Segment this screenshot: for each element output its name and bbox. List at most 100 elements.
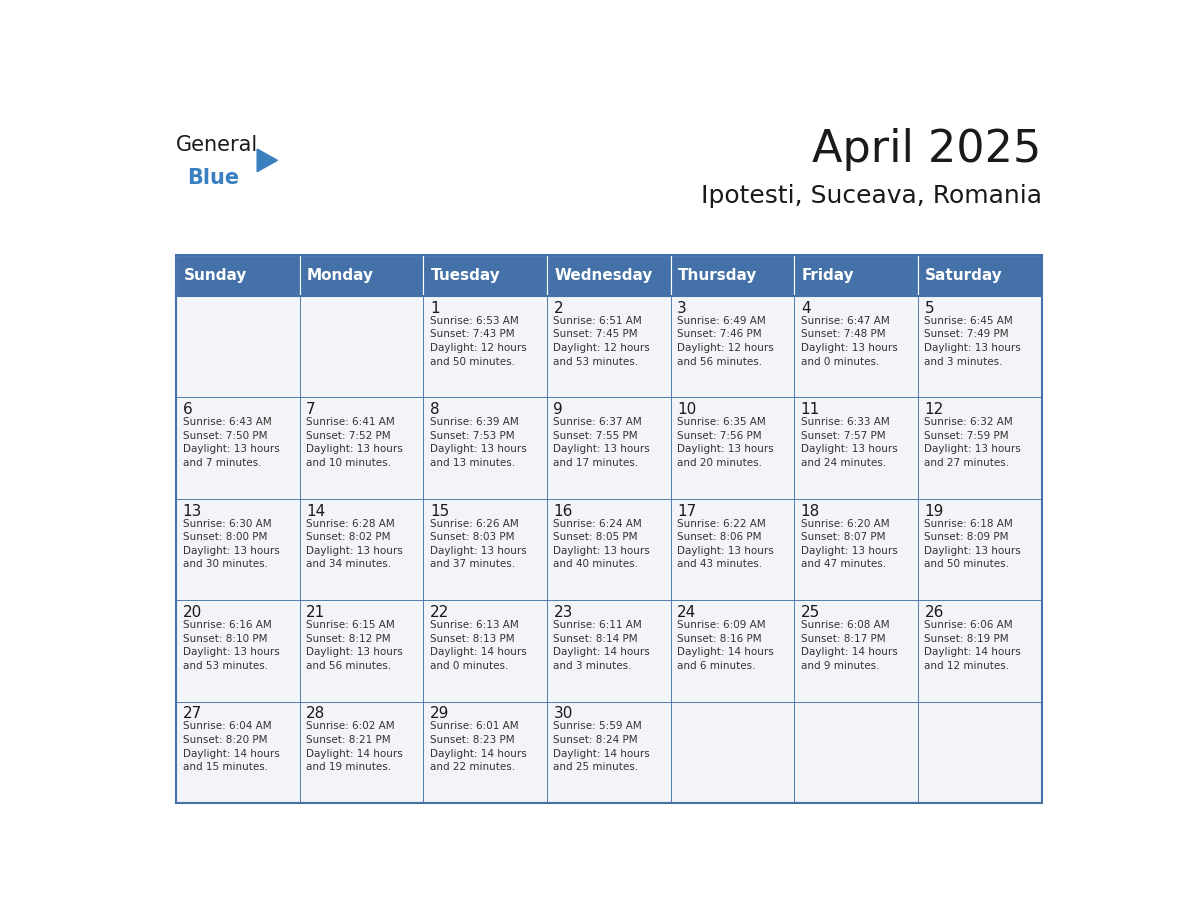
Text: Sunrise: 6:47 AM
Sunset: 7:48 PM
Daylight: 13 hours
and 0 minutes.: Sunrise: 6:47 AM Sunset: 7:48 PM Dayligh… <box>801 316 897 366</box>
Bar <box>176 255 299 297</box>
Text: 12: 12 <box>924 402 943 418</box>
Bar <box>795 397 918 498</box>
Text: 27: 27 <box>183 707 202 722</box>
Text: 26: 26 <box>924 605 943 620</box>
Text: 16: 16 <box>554 504 573 519</box>
Text: 24: 24 <box>677 605 696 620</box>
Text: Sunrise: 6:28 AM
Sunset: 8:02 PM
Daylight: 13 hours
and 34 minutes.: Sunrise: 6:28 AM Sunset: 8:02 PM Dayligh… <box>307 519 403 569</box>
Bar <box>671 701 795 803</box>
Text: Tuesday: Tuesday <box>431 268 500 283</box>
Polygon shape <box>257 149 278 172</box>
Text: 11: 11 <box>801 402 820 418</box>
Text: Sunrise: 6:51 AM
Sunset: 7:45 PM
Daylight: 12 hours
and 53 minutes.: Sunrise: 6:51 AM Sunset: 7:45 PM Dayligh… <box>554 316 650 366</box>
Text: 25: 25 <box>801 605 820 620</box>
Text: 18: 18 <box>801 504 820 519</box>
Bar <box>546 255 671 297</box>
Text: 10: 10 <box>677 402 696 418</box>
Bar <box>671 297 795 397</box>
Text: 21: 21 <box>307 605 326 620</box>
Text: Sunrise: 6:26 AM
Sunset: 8:03 PM
Daylight: 13 hours
and 37 minutes.: Sunrise: 6:26 AM Sunset: 8:03 PM Dayligh… <box>430 519 526 569</box>
Text: 17: 17 <box>677 504 696 519</box>
Text: Saturday: Saturday <box>925 268 1003 283</box>
Text: Sunrise: 6:15 AM
Sunset: 8:12 PM
Daylight: 13 hours
and 56 minutes.: Sunrise: 6:15 AM Sunset: 8:12 PM Dayligh… <box>307 620 403 671</box>
Text: Sunrise: 6:41 AM
Sunset: 7:52 PM
Daylight: 13 hours
and 10 minutes.: Sunrise: 6:41 AM Sunset: 7:52 PM Dayligh… <box>307 417 403 468</box>
Text: Sunrise: 5:59 AM
Sunset: 8:24 PM
Daylight: 14 hours
and 25 minutes.: Sunrise: 5:59 AM Sunset: 8:24 PM Dayligh… <box>554 722 650 772</box>
Text: Sunrise: 6:18 AM
Sunset: 8:09 PM
Daylight: 13 hours
and 50 minutes.: Sunrise: 6:18 AM Sunset: 8:09 PM Dayligh… <box>924 519 1022 569</box>
Text: Sunrise: 6:09 AM
Sunset: 8:16 PM
Daylight: 14 hours
and 6 minutes.: Sunrise: 6:09 AM Sunset: 8:16 PM Dayligh… <box>677 620 773 671</box>
Text: 6: 6 <box>183 402 192 418</box>
Text: 7: 7 <box>307 402 316 418</box>
Text: Sunrise: 6:22 AM
Sunset: 8:06 PM
Daylight: 13 hours
and 43 minutes.: Sunrise: 6:22 AM Sunset: 8:06 PM Dayligh… <box>677 519 773 569</box>
Bar <box>176 600 299 701</box>
Bar <box>423 498 546 600</box>
Text: 2: 2 <box>554 301 563 316</box>
Text: Friday: Friday <box>802 268 854 283</box>
Bar <box>918 255 1042 297</box>
Bar <box>546 600 671 701</box>
Text: Sunrise: 6:04 AM
Sunset: 8:20 PM
Daylight: 14 hours
and 15 minutes.: Sunrise: 6:04 AM Sunset: 8:20 PM Dayligh… <box>183 722 279 772</box>
Bar <box>299 255 423 297</box>
Text: Sunrise: 6:32 AM
Sunset: 7:59 PM
Daylight: 13 hours
and 27 minutes.: Sunrise: 6:32 AM Sunset: 7:59 PM Dayligh… <box>924 417 1022 468</box>
Bar <box>299 701 423 803</box>
Text: Ipotesti, Suceava, Romania: Ipotesti, Suceava, Romania <box>701 185 1042 208</box>
Text: Sunrise: 6:06 AM
Sunset: 8:19 PM
Daylight: 14 hours
and 12 minutes.: Sunrise: 6:06 AM Sunset: 8:19 PM Dayligh… <box>924 620 1022 671</box>
Bar <box>423 397 546 498</box>
Bar <box>795 255 918 297</box>
Text: Sunrise: 6:01 AM
Sunset: 8:23 PM
Daylight: 14 hours
and 22 minutes.: Sunrise: 6:01 AM Sunset: 8:23 PM Dayligh… <box>430 722 526 772</box>
Text: Sunrise: 6:35 AM
Sunset: 7:56 PM
Daylight: 13 hours
and 20 minutes.: Sunrise: 6:35 AM Sunset: 7:56 PM Dayligh… <box>677 417 773 468</box>
Text: Sunrise: 6:49 AM
Sunset: 7:46 PM
Daylight: 12 hours
and 56 minutes.: Sunrise: 6:49 AM Sunset: 7:46 PM Dayligh… <box>677 316 773 366</box>
Bar <box>546 701 671 803</box>
Bar <box>918 397 1042 498</box>
Text: Thursday: Thursday <box>678 268 758 283</box>
Bar <box>176 397 299 498</box>
Text: Sunrise: 6:43 AM
Sunset: 7:50 PM
Daylight: 13 hours
and 7 minutes.: Sunrise: 6:43 AM Sunset: 7:50 PM Dayligh… <box>183 417 279 468</box>
Text: General: General <box>176 135 258 155</box>
Text: 8: 8 <box>430 402 440 418</box>
Text: Sunrise: 6:53 AM
Sunset: 7:43 PM
Daylight: 12 hours
and 50 minutes.: Sunrise: 6:53 AM Sunset: 7:43 PM Dayligh… <box>430 316 526 366</box>
Text: 13: 13 <box>183 504 202 519</box>
Text: Monday: Monday <box>308 268 374 283</box>
Bar <box>299 498 423 600</box>
Text: Sunrise: 6:11 AM
Sunset: 8:14 PM
Daylight: 14 hours
and 3 minutes.: Sunrise: 6:11 AM Sunset: 8:14 PM Dayligh… <box>554 620 650 671</box>
Bar <box>795 600 918 701</box>
Bar <box>176 701 299 803</box>
Bar <box>299 297 423 397</box>
Bar <box>176 498 299 600</box>
Bar <box>423 255 546 297</box>
Bar <box>546 498 671 600</box>
Bar <box>671 397 795 498</box>
Bar <box>423 297 546 397</box>
Text: Sunrise: 6:30 AM
Sunset: 8:00 PM
Daylight: 13 hours
and 30 minutes.: Sunrise: 6:30 AM Sunset: 8:00 PM Dayligh… <box>183 519 279 569</box>
Bar <box>176 255 1042 803</box>
Text: Sunrise: 6:24 AM
Sunset: 8:05 PM
Daylight: 13 hours
and 40 minutes.: Sunrise: 6:24 AM Sunset: 8:05 PM Dayligh… <box>554 519 650 569</box>
Text: 14: 14 <box>307 504 326 519</box>
Bar <box>671 600 795 701</box>
Text: 28: 28 <box>307 707 326 722</box>
Text: 15: 15 <box>430 504 449 519</box>
Bar <box>918 297 1042 397</box>
Text: Sunrise: 6:02 AM
Sunset: 8:21 PM
Daylight: 14 hours
and 19 minutes.: Sunrise: 6:02 AM Sunset: 8:21 PM Dayligh… <box>307 722 403 772</box>
Text: 20: 20 <box>183 605 202 620</box>
Text: 9: 9 <box>554 402 563 418</box>
Bar <box>918 600 1042 701</box>
Text: 22: 22 <box>430 605 449 620</box>
Bar <box>546 297 671 397</box>
Bar <box>795 701 918 803</box>
Text: Sunrise: 6:33 AM
Sunset: 7:57 PM
Daylight: 13 hours
and 24 minutes.: Sunrise: 6:33 AM Sunset: 7:57 PM Dayligh… <box>801 417 897 468</box>
Text: Sunrise: 6:13 AM
Sunset: 8:13 PM
Daylight: 14 hours
and 0 minutes.: Sunrise: 6:13 AM Sunset: 8:13 PM Dayligh… <box>430 620 526 671</box>
Text: Sunrise: 6:08 AM
Sunset: 8:17 PM
Daylight: 14 hours
and 9 minutes.: Sunrise: 6:08 AM Sunset: 8:17 PM Dayligh… <box>801 620 897 671</box>
Bar <box>918 498 1042 600</box>
Text: 30: 30 <box>554 707 573 722</box>
Text: 19: 19 <box>924 504 943 519</box>
Bar <box>299 397 423 498</box>
Text: Sunrise: 6:39 AM
Sunset: 7:53 PM
Daylight: 13 hours
and 13 minutes.: Sunrise: 6:39 AM Sunset: 7:53 PM Dayligh… <box>430 417 526 468</box>
Bar <box>546 397 671 498</box>
Text: Wednesday: Wednesday <box>555 268 652 283</box>
Bar <box>423 600 546 701</box>
Text: Sunrise: 6:37 AM
Sunset: 7:55 PM
Daylight: 13 hours
and 17 minutes.: Sunrise: 6:37 AM Sunset: 7:55 PM Dayligh… <box>554 417 650 468</box>
Text: 29: 29 <box>430 707 449 722</box>
Text: April 2025: April 2025 <box>813 128 1042 171</box>
Text: Sunday: Sunday <box>183 268 247 283</box>
Text: 1: 1 <box>430 301 440 316</box>
Bar <box>671 255 795 297</box>
